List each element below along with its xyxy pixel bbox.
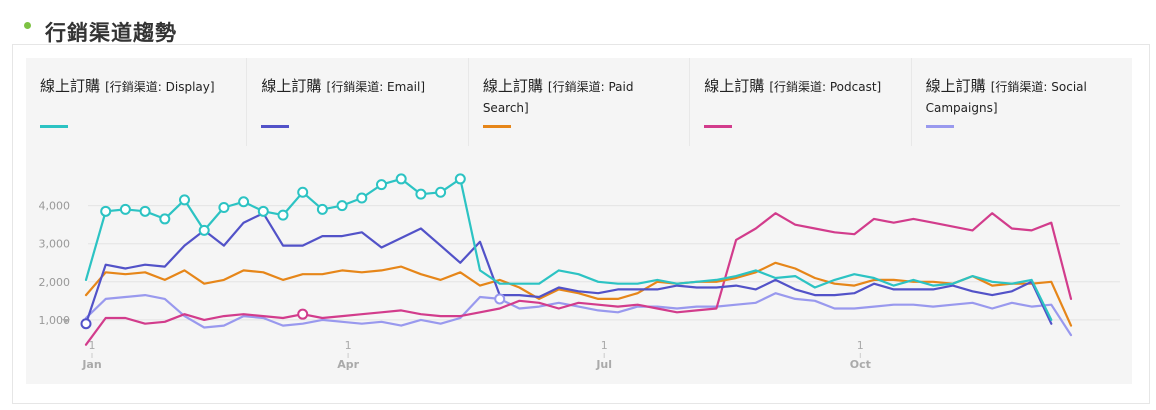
x-tick-month: Jul [595, 358, 612, 371]
legend-label: 線上訂購 [行銷渠道: Paid Search] [482, 77, 634, 115]
chart-area-background [26, 58, 1132, 384]
data-point [336, 200, 348, 212]
data-point [179, 194, 190, 206]
legend-swatch [40, 125, 68, 128]
legend-swatch [482, 125, 511, 128]
legend-label: 線上訂購 [行銷渠道: Social Campaigns] [925, 77, 1087, 115]
legend-swatch [704, 125, 733, 128]
data-point [297, 186, 309, 198]
data-point [435, 186, 447, 198]
x-tick-day: 1 [857, 339, 864, 352]
data-point [376, 179, 387, 191]
data-point [277, 209, 289, 221]
legend-label: 線上訂購 [行銷渠道: Email] [261, 77, 426, 95]
data-point [218, 202, 230, 214]
y-tick-label: 2,000 [39, 276, 71, 289]
legend-swatch [925, 125, 954, 128]
legend-label: 線上訂購 [行銷渠道: Podcast] [704, 77, 882, 95]
chart-legend: 線上訂購 [行銷渠道: Display] 線上訂購 [行銷渠道: Email] … [26, 58, 1132, 146]
panel-header: 行銷渠道趨勢 [24, 14, 177, 50]
x-tick-month: Jan [81, 358, 101, 371]
y-tick-label: 1,000 [39, 314, 71, 327]
data-point [119, 203, 131, 215]
data-point [238, 196, 250, 208]
legend-swatch [261, 125, 290, 128]
data-point [198, 224, 210, 236]
line-chart: 1,000 2,000 3,000 4,000 1 Jan 1 Apr 1 Jul 1 Oct [39, 173, 1120, 371]
legend-label: 線上訂購 [行銷渠道: Display] [40, 77, 215, 95]
data-point [80, 318, 92, 330]
x-tick-day: 1 [601, 339, 608, 352]
data-point [159, 213, 171, 225]
legend-item-email[interactable]: 線上訂購 [行銷渠道: Email] [247, 58, 469, 146]
data-point [415, 188, 427, 200]
series-line [84, 212, 1053, 325]
x-tick-day: 1 [345, 339, 352, 352]
legend-item-paid-search[interactable]: 線上訂購 [行銷渠道: Paid Search] [469, 58, 691, 146]
x-tick-month: Oct [850, 358, 871, 371]
legend-item-podcast[interactable]: 線上訂購 [行銷渠道: Podcast] [690, 58, 912, 146]
y-tick-label: 4,000 [39, 200, 71, 213]
title-status-dot [24, 21, 31, 29]
data-point [139, 205, 151, 217]
data-point [297, 308, 309, 320]
x-tick-month: Apr [337, 358, 359, 371]
y-tick-label: 3,000 [39, 238, 71, 251]
series-line [84, 177, 1053, 321]
data-point [257, 205, 269, 217]
data-point [454, 173, 466, 185]
data-point [356, 192, 368, 204]
data-point [316, 203, 328, 215]
legend-item-social-campaigns[interactable]: 線上訂購 [行銷渠道: Social Campaigns] [912, 58, 1132, 146]
series-line [84, 212, 1073, 346]
series-line [84, 292, 1073, 337]
data-point [100, 205, 112, 217]
panel-title: 行銷渠道趨勢 [45, 21, 177, 45]
x-tick-day: 1 [89, 339, 96, 352]
y-axis-caret-icon [62, 319, 70, 323]
data-point [494, 293, 506, 305]
legend-item-display[interactable]: 線上訂購 [行銷渠道: Display] [26, 58, 248, 146]
data-point [395, 173, 407, 185]
